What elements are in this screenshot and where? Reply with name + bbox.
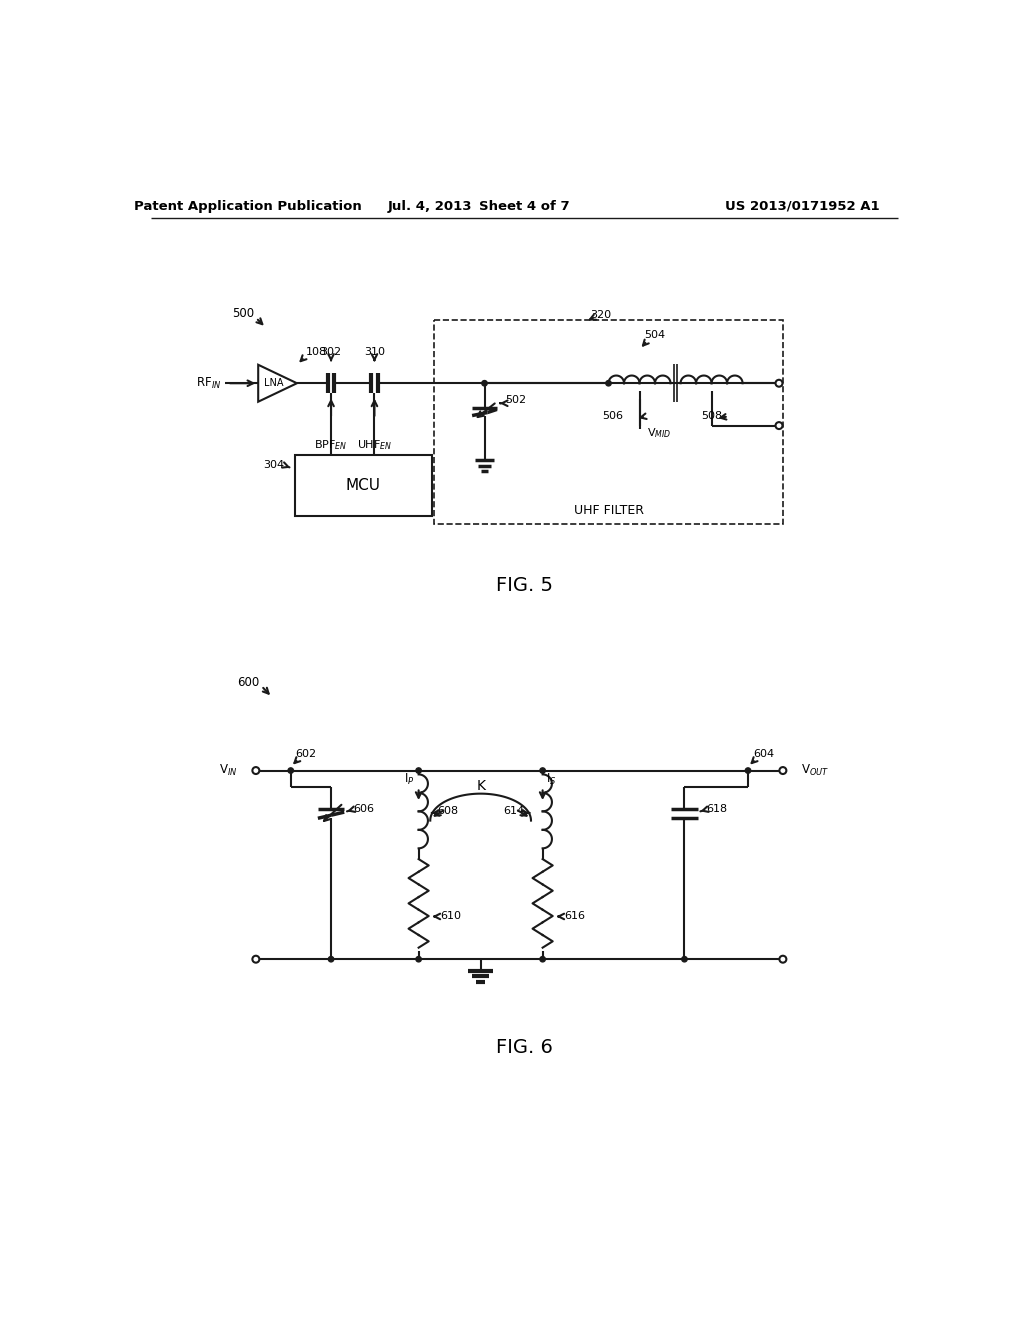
Circle shape [606,380,611,385]
Text: 606: 606 [352,804,374,814]
Text: K: K [476,779,485,793]
Text: BPF$_{EN}$: BPF$_{EN}$ [314,438,348,451]
Text: V$_{OUT}$: V$_{OUT}$ [802,763,829,777]
Text: I$_S$: I$_S$ [547,772,557,787]
Text: 508: 508 [701,411,723,421]
Text: 302: 302 [321,347,342,358]
Text: US 2013/0171952 A1: US 2013/0171952 A1 [725,199,880,213]
Circle shape [682,957,687,962]
Text: FIG. 6: FIG. 6 [497,1039,553,1057]
Text: 602: 602 [296,748,316,759]
Text: Sheet 4 of 7: Sheet 4 of 7 [479,199,570,213]
Text: FIG. 5: FIG. 5 [497,577,553,595]
Circle shape [779,956,786,962]
Text: 506: 506 [602,411,623,421]
Text: I$_P$: I$_P$ [404,772,415,787]
Text: 310: 310 [364,347,385,358]
Circle shape [745,768,751,774]
Text: 502: 502 [506,395,526,405]
Text: 504: 504 [644,330,666,341]
Text: Patent Application Publication: Patent Application Publication [134,199,362,213]
Circle shape [416,957,421,962]
Circle shape [481,380,487,385]
Text: 614: 614 [503,807,524,816]
Circle shape [779,767,786,774]
Circle shape [329,957,334,962]
Text: 610: 610 [440,912,462,921]
Bar [434,321,783,524]
Circle shape [540,957,546,962]
Text: 608: 608 [437,807,459,816]
Text: 616: 616 [564,912,586,921]
Text: V$_{MID}$: V$_{MID}$ [647,426,672,440]
Text: UHF$_{EN}$: UHF$_{EN}$ [356,438,392,451]
Text: RF$_{IN}$: RF$_{IN}$ [196,376,221,391]
Circle shape [252,767,259,774]
Circle shape [540,768,546,774]
Text: Jul. 4, 2013: Jul. 4, 2013 [388,199,472,213]
Text: 500: 500 [232,308,254,321]
Bar [295,455,432,516]
Text: MCU: MCU [346,478,381,494]
Text: 604: 604 [753,748,774,759]
Text: V$_{IN}$: V$_{IN}$ [219,763,238,777]
Circle shape [416,768,421,774]
Text: 320: 320 [590,310,611,319]
Text: 108: 108 [306,347,328,358]
Text: 304: 304 [263,459,285,470]
Circle shape [775,380,782,387]
Text: 600: 600 [238,676,260,689]
Circle shape [252,956,259,962]
Text: 618: 618 [707,804,727,814]
Circle shape [775,422,782,429]
Circle shape [288,768,294,774]
Text: UHF FILTER: UHF FILTER [573,504,643,517]
Text: LNA: LNA [264,379,284,388]
